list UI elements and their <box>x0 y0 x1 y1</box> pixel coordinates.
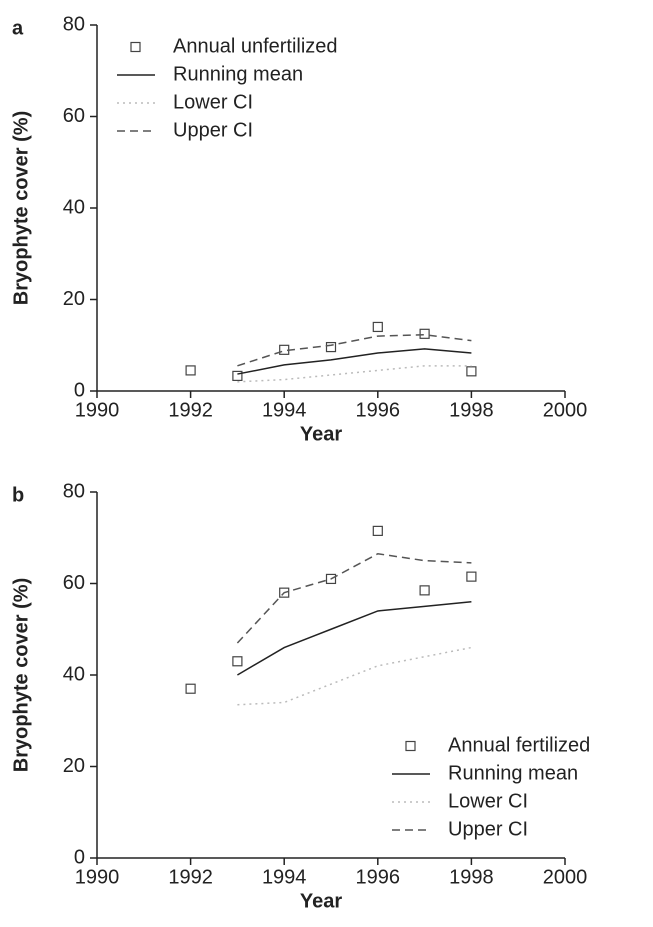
data-marker <box>419 585 430 596</box>
legend-marker <box>405 740 416 752</box>
x-tick-label: 1992 <box>168 399 213 421</box>
y-tick-label: 80 <box>63 480 85 502</box>
data-marker <box>185 365 196 376</box>
legend-label: Running mean <box>173 63 303 85</box>
data-marker <box>279 587 290 598</box>
y-tick-label: 0 <box>74 379 85 401</box>
x-tick-label: 1998 <box>449 399 494 421</box>
y-tick-label: 80 <box>63 13 85 35</box>
y-tick-label: 0 <box>74 846 85 868</box>
data-marker <box>185 683 196 694</box>
x-tick-label: 1990 <box>75 866 120 888</box>
x-tick-label: 1994 <box>262 866 307 888</box>
y-axis-label: Bryophyte cover (%) <box>10 111 32 306</box>
legend-label: Running mean <box>448 762 578 784</box>
series-line <box>237 601 472 676</box>
legend-label: Lower CI <box>448 790 528 812</box>
legend-marker <box>130 41 141 53</box>
data-marker <box>372 525 383 536</box>
data-marker <box>325 341 337 353</box>
y-tick-label: 60 <box>63 105 85 127</box>
data-marker <box>466 366 477 377</box>
data-marker <box>232 656 243 667</box>
y-tick-label: 40 <box>63 663 85 685</box>
legend-label: Lower CI <box>173 91 253 113</box>
x-tick-label: 2000 <box>543 866 588 888</box>
y-axis-label: Bryophyte cover (%) <box>10 578 32 773</box>
x-tick-label: 1996 <box>356 866 401 888</box>
x-tick-label: 1990 <box>75 399 120 421</box>
legend-label: Annual fertilized <box>448 734 590 756</box>
legend-label: Upper CI <box>173 119 253 141</box>
series-line <box>237 646 472 706</box>
x-tick-label: 1998 <box>449 866 494 888</box>
series-line <box>236 552 472 644</box>
x-axis-label: Year <box>300 423 342 445</box>
y-tick-label: 40 <box>63 196 85 218</box>
y-tick-label: 60 <box>63 572 85 594</box>
data-marker <box>325 573 337 585</box>
panel-label: a <box>12 17 24 39</box>
data-marker <box>466 571 477 582</box>
x-tick-label: 1994 <box>262 399 307 421</box>
series-line <box>237 365 472 383</box>
y-tick-label: 20 <box>63 755 85 777</box>
series-line <box>237 348 472 375</box>
panel-label: b <box>12 484 24 506</box>
x-tick-label: 1996 <box>356 399 401 421</box>
x-axis-label: Year <box>300 890 342 912</box>
data-marker <box>419 328 430 339</box>
data-marker <box>372 321 383 333</box>
legend-label: Annual unfertilized <box>173 35 338 57</box>
data-marker <box>232 370 243 382</box>
y-tick-label: 20 <box>63 288 85 310</box>
series-line <box>237 333 472 367</box>
legend-label: Upper CI <box>448 818 528 840</box>
x-tick-label: 2000 <box>543 399 588 421</box>
x-tick-label: 1992 <box>168 866 213 888</box>
